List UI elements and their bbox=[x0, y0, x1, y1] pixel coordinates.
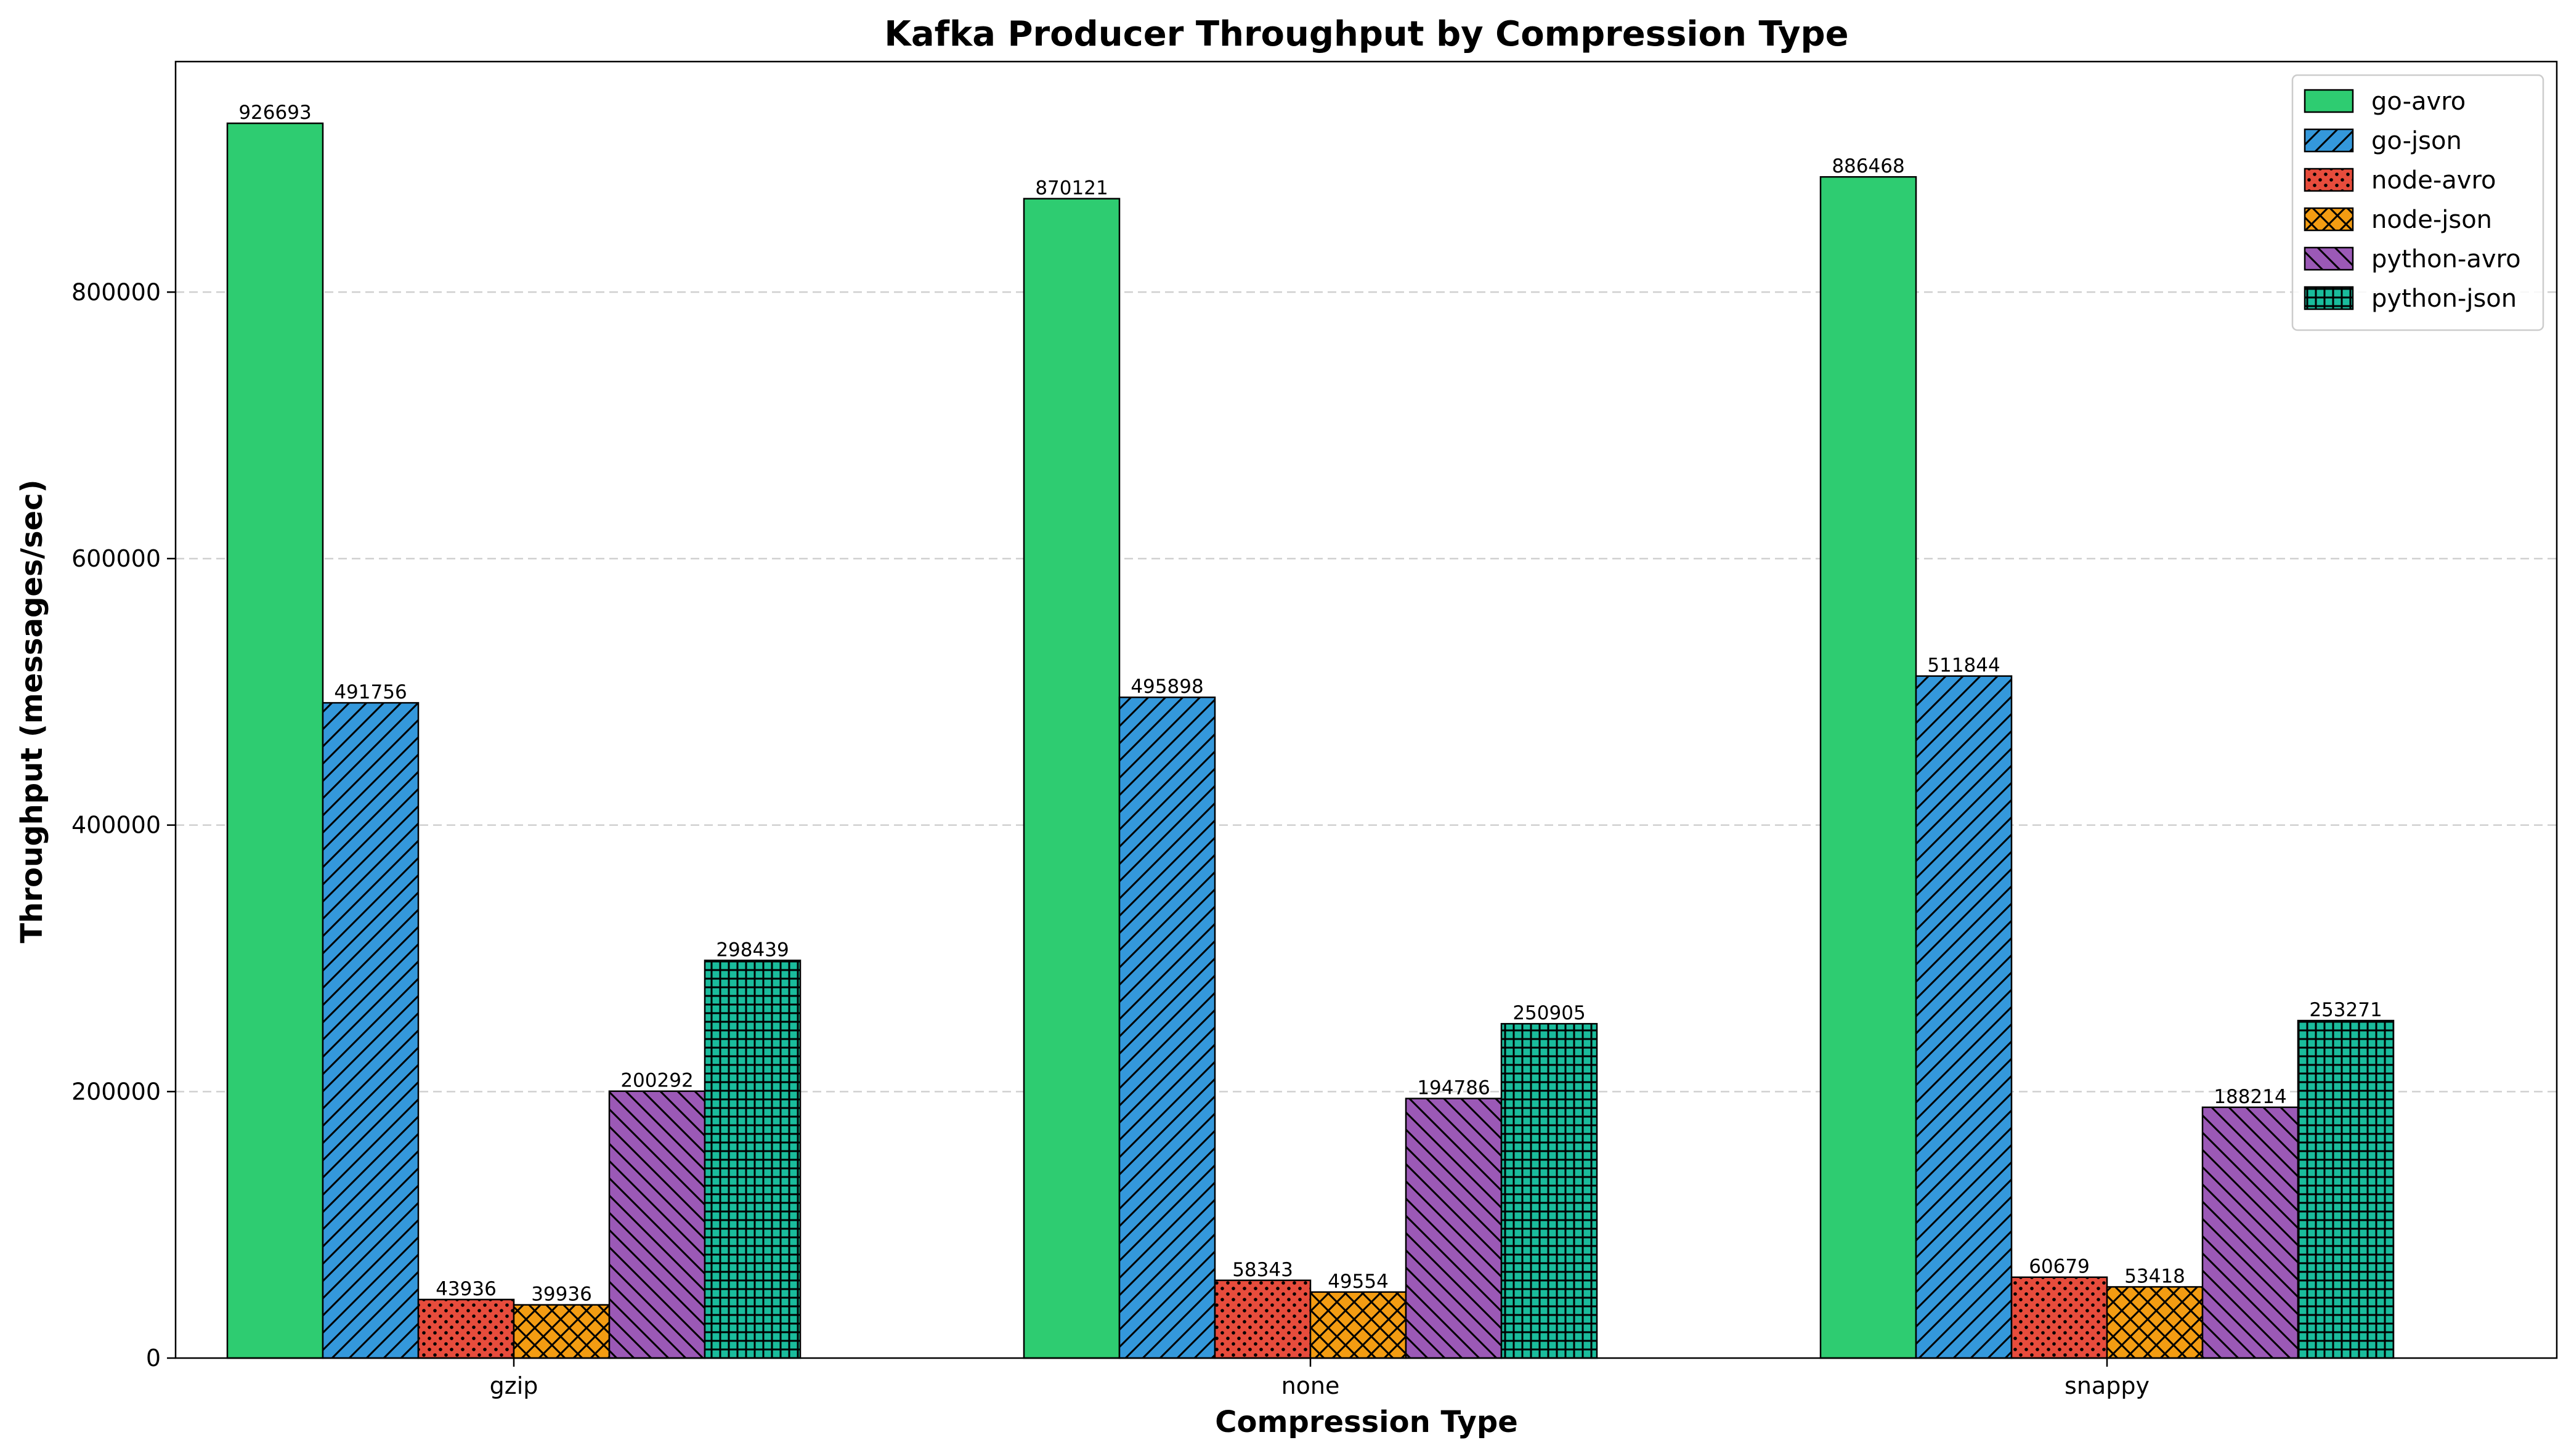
bar-hatch bbox=[2012, 1277, 2107, 1358]
bar-group-node-avro-snappy bbox=[2010, 1276, 2108, 1359]
data-label: 200292 bbox=[620, 1070, 693, 1092]
legend-swatch-outline bbox=[2304, 89, 2354, 113]
legend-swatch-outline bbox=[2304, 168, 2354, 192]
legend-item-python-avro: python-avro bbox=[2304, 245, 2521, 273]
bar-group-node-avro-none bbox=[1214, 1279, 1312, 1359]
bar-hatch bbox=[2107, 1287, 2203, 1358]
legend-swatch-hatch bbox=[2305, 248, 2353, 270]
bar-hatch bbox=[609, 1091, 705, 1358]
bar-hatch bbox=[323, 703, 418, 1358]
x-tick-label: none bbox=[1281, 1372, 1340, 1399]
legend-swatch-outline bbox=[2304, 128, 2354, 153]
bar-group-python-avro-snappy bbox=[2201, 1106, 2299, 1359]
legend-swatch-hatch bbox=[2305, 287, 2353, 309]
bar-group-python-json-snappy bbox=[2297, 1019, 2395, 1359]
bar-group-node-json-none bbox=[1309, 1291, 1407, 1359]
bar-hatch bbox=[705, 960, 800, 1358]
data-label: 886468 bbox=[1832, 155, 1904, 177]
data-label: 298439 bbox=[716, 939, 789, 961]
bar-group-python-avro-none bbox=[1405, 1098, 1503, 1359]
legend-label: node-avro bbox=[2371, 166, 2496, 195]
bar-fill bbox=[227, 123, 323, 1358]
legend-swatch bbox=[2305, 90, 2353, 112]
bar-group-node-json-gzip bbox=[513, 1304, 611, 1359]
y-tick-label: 200000 bbox=[71, 1078, 161, 1105]
plot-area: 926693 491756 43936 39936 200292 298439 gzip 87… bbox=[71, 60, 2558, 1399]
y-axis-label: Throughput (messages/sec) bbox=[15, 479, 49, 943]
data-label: 43936 bbox=[436, 1278, 497, 1300]
legend-label: go-avro bbox=[2371, 87, 2466, 116]
y-tick-label: 400000 bbox=[71, 812, 161, 839]
x-tick-label: gzip bbox=[490, 1372, 538, 1399]
data-label: 491756 bbox=[334, 681, 407, 703]
data-label: 253271 bbox=[2309, 999, 2382, 1021]
data-label: 58343 bbox=[1232, 1259, 1293, 1281]
legend-item-node-avro: node-avro bbox=[2304, 166, 2496, 195]
bar-fill bbox=[1821, 177, 1916, 1359]
y-tick-label: 800000 bbox=[71, 278, 161, 305]
legend-swatch-hatch bbox=[2305, 208, 2353, 230]
legend: go-avro go-json node-avro node-json python-a… bbox=[2291, 74, 2544, 331]
bar-group-go-avro-snappy bbox=[1819, 176, 1917, 1359]
legend-swatch-outline bbox=[2304, 207, 2354, 232]
chart-title: Kafka Producer Throughput by Compression… bbox=[884, 14, 1848, 54]
bar-group-python-json-none bbox=[1500, 1022, 1598, 1359]
bar-hatch bbox=[2298, 1021, 2393, 1358]
legend-label: python-json bbox=[2371, 285, 2517, 313]
data-label: 870121 bbox=[1035, 177, 1108, 200]
bar-group-go-avro-gzip bbox=[226, 122, 324, 1359]
legend-item-go-avro: go-avro bbox=[2304, 87, 2466, 116]
data-label: 511844 bbox=[1927, 655, 2000, 677]
bar-hatch bbox=[1501, 1024, 1597, 1358]
data-label: 926693 bbox=[238, 102, 311, 124]
x-axis-label: Compression Type bbox=[1215, 1405, 1518, 1439]
plot-frame bbox=[174, 60, 2558, 1359]
bar-group-python-avro-gzip bbox=[608, 1090, 706, 1359]
legend-item-python-json: python-json bbox=[2304, 285, 2517, 313]
data-label: 53418 bbox=[2124, 1265, 2185, 1287]
data-label: 39936 bbox=[531, 1284, 592, 1306]
bar-hatch bbox=[1215, 1280, 1310, 1358]
x-tick-label: snappy bbox=[2065, 1372, 2150, 1399]
y-tick-label: 0 bbox=[146, 1345, 161, 1372]
bar-group-go-json-none bbox=[1118, 696, 1216, 1359]
legend-box bbox=[2291, 74, 2544, 331]
bar-group-python-json-gzip bbox=[704, 960, 802, 1359]
data-label: 250905 bbox=[1512, 1002, 1585, 1024]
legend-swatch-hatch bbox=[2305, 129, 2353, 152]
legend-item-go-json: go-json bbox=[2304, 127, 2462, 155]
bar-hatch bbox=[1406, 1098, 1501, 1358]
legend-item-node-json: node-json bbox=[2304, 206, 2492, 234]
bar-group-go-json-gzip bbox=[322, 702, 420, 1359]
legend-swatch-outline bbox=[2304, 246, 2354, 271]
bar-hatch bbox=[1119, 697, 1215, 1358]
bar-group-node-avro-gzip bbox=[417, 1298, 515, 1359]
bar-hatch bbox=[1310, 1292, 1406, 1358]
data-label: 60679 bbox=[2029, 1256, 2090, 1278]
bar-group-go-json-snappy bbox=[1915, 675, 2013, 1359]
legend-label: node-json bbox=[2371, 206, 2492, 234]
legend-swatch-hatch bbox=[2305, 169, 2353, 191]
y-tick-label: 600000 bbox=[71, 545, 161, 572]
data-label: 49554 bbox=[1328, 1271, 1389, 1293]
bar-hatch bbox=[2203, 1107, 2298, 1358]
data-label: 188214 bbox=[2214, 1086, 2286, 1108]
legend-label: python-avro bbox=[2371, 245, 2521, 273]
bar-hatch bbox=[514, 1304, 609, 1358]
data-label: 495898 bbox=[1131, 676, 1203, 698]
bar-group-go-avro-none bbox=[1023, 198, 1121, 1359]
legend-swatch-outline bbox=[2304, 286, 2354, 310]
bar-hatch bbox=[1916, 676, 2012, 1358]
data-label: 194786 bbox=[1417, 1077, 1490, 1099]
bar-fill bbox=[1024, 198, 1119, 1358]
bar-group-node-json-snappy bbox=[2106, 1286, 2204, 1359]
legend-label: go-json bbox=[2371, 127, 2462, 155]
bar-hatch bbox=[418, 1299, 514, 1358]
